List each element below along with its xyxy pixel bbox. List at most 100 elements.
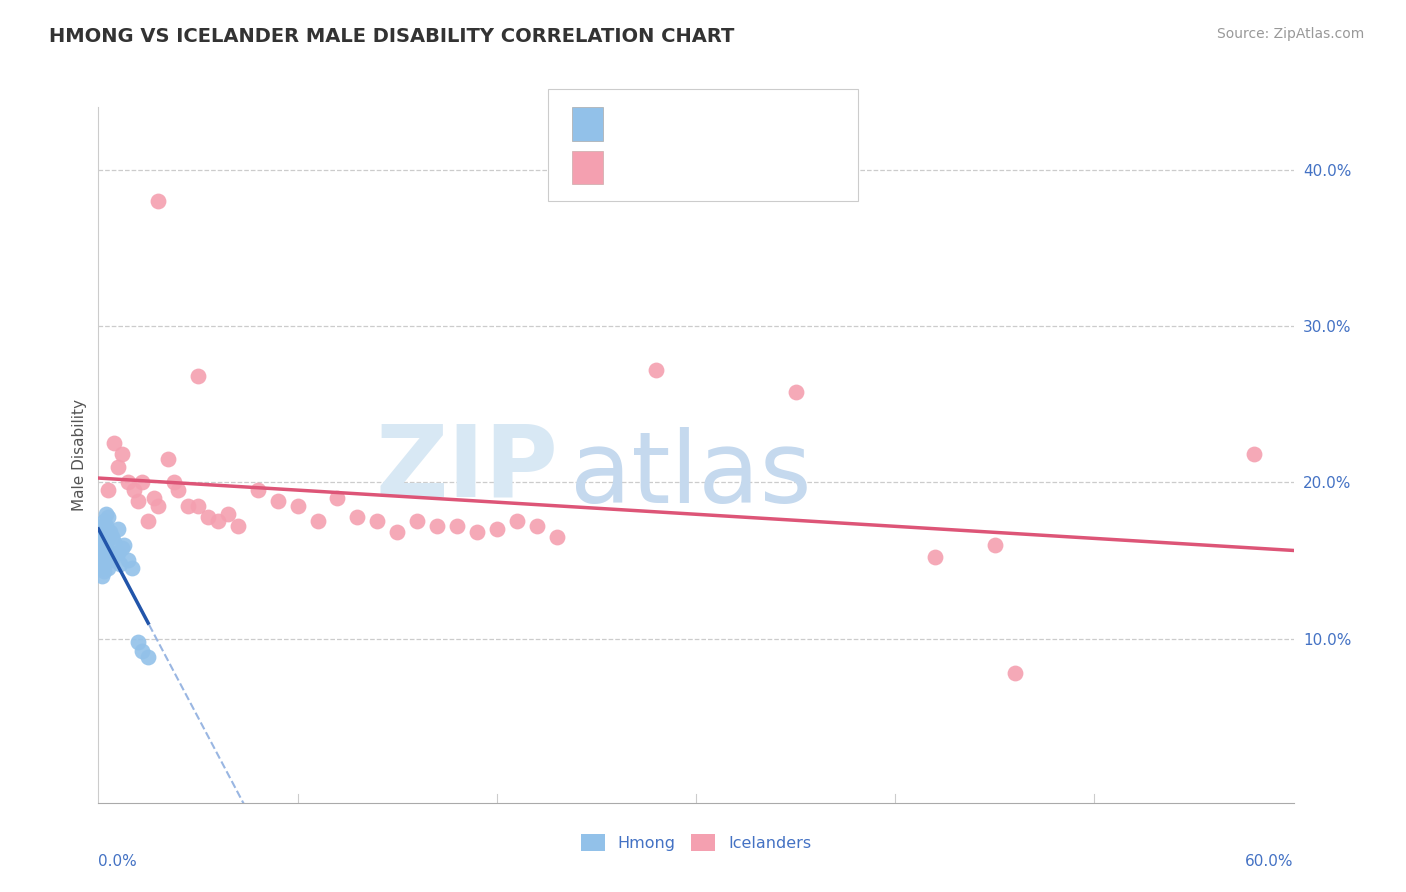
Point bbox=[148, 194, 170, 208]
Point bbox=[98, 525, 122, 540]
Point bbox=[148, 499, 170, 513]
Point bbox=[287, 499, 309, 513]
Point bbox=[385, 525, 409, 540]
Point bbox=[89, 522, 111, 536]
Point bbox=[93, 565, 115, 579]
Point bbox=[101, 553, 124, 567]
Point bbox=[103, 534, 125, 549]
Point bbox=[105, 546, 128, 560]
Point bbox=[96, 507, 118, 521]
Point bbox=[246, 483, 269, 497]
Point bbox=[121, 561, 143, 575]
Point bbox=[107, 459, 129, 474]
Point bbox=[93, 553, 115, 567]
Point bbox=[506, 514, 529, 528]
Point bbox=[107, 546, 129, 560]
Point bbox=[127, 494, 149, 508]
Point bbox=[406, 514, 429, 528]
Point bbox=[131, 644, 153, 658]
Point bbox=[1243, 447, 1265, 461]
Text: HMONG VS ICELANDER MALE DISABILITY CORRELATION CHART: HMONG VS ICELANDER MALE DISABILITY CORRE… bbox=[49, 27, 734, 45]
Point bbox=[97, 530, 120, 544]
Point bbox=[187, 499, 209, 513]
Text: ZIP: ZIP bbox=[375, 420, 558, 517]
Point bbox=[103, 436, 125, 450]
Point bbox=[91, 550, 114, 565]
Point bbox=[110, 557, 132, 571]
Point bbox=[107, 522, 129, 536]
Point bbox=[93, 530, 115, 544]
Text: -0.064: -0.064 bbox=[647, 117, 704, 132]
Text: atlas: atlas bbox=[571, 427, 813, 524]
Point bbox=[346, 509, 368, 524]
Point bbox=[97, 509, 120, 524]
Point bbox=[101, 530, 124, 544]
Point bbox=[89, 557, 111, 571]
Point bbox=[97, 483, 120, 497]
Point bbox=[167, 483, 190, 497]
Point bbox=[131, 475, 153, 490]
Point bbox=[124, 483, 146, 497]
Point bbox=[96, 553, 118, 567]
Text: 44: 44 bbox=[752, 160, 775, 175]
Point bbox=[177, 499, 200, 513]
Point bbox=[187, 368, 209, 383]
Text: 0.184: 0.184 bbox=[647, 160, 709, 175]
Text: R =: R = bbox=[614, 160, 650, 175]
Point bbox=[326, 491, 349, 505]
Point bbox=[136, 650, 159, 665]
Point bbox=[226, 519, 249, 533]
Point bbox=[89, 530, 111, 544]
Point bbox=[143, 491, 166, 505]
Point bbox=[127, 634, 149, 648]
Text: N =: N = bbox=[720, 160, 756, 175]
Point bbox=[91, 538, 114, 552]
Text: 0.0%: 0.0% bbox=[98, 855, 138, 870]
Point bbox=[91, 561, 114, 575]
Point bbox=[91, 525, 114, 540]
Text: 60.0%: 60.0% bbox=[1246, 855, 1294, 870]
Point bbox=[91, 569, 114, 583]
Point bbox=[526, 519, 548, 533]
Point bbox=[117, 475, 139, 490]
Point bbox=[197, 509, 219, 524]
Text: Source: ZipAtlas.com: Source: ZipAtlas.com bbox=[1216, 27, 1364, 41]
Point bbox=[111, 541, 134, 555]
Point bbox=[96, 519, 118, 533]
Point bbox=[366, 514, 388, 528]
Point bbox=[465, 525, 488, 540]
Point bbox=[485, 522, 508, 536]
Point bbox=[307, 514, 329, 528]
Point bbox=[136, 514, 159, 528]
Point bbox=[111, 447, 134, 461]
Point bbox=[785, 384, 807, 399]
Point bbox=[93, 514, 115, 528]
Point bbox=[645, 362, 668, 376]
Point bbox=[117, 553, 139, 567]
Text: R =: R = bbox=[614, 117, 650, 132]
Point bbox=[91, 519, 114, 533]
Point bbox=[207, 514, 229, 528]
Point bbox=[426, 519, 449, 533]
Point bbox=[112, 538, 135, 552]
Point bbox=[924, 550, 946, 565]
Point bbox=[97, 546, 120, 560]
Point bbox=[1004, 666, 1026, 681]
Point bbox=[89, 546, 111, 560]
Point bbox=[163, 475, 186, 490]
Text: N =: N = bbox=[720, 117, 756, 132]
Legend: Hmong, Icelanders: Hmong, Icelanders bbox=[574, 828, 818, 857]
Point bbox=[157, 451, 180, 466]
Point bbox=[96, 538, 118, 552]
Text: 40: 40 bbox=[752, 117, 775, 132]
Point bbox=[546, 530, 568, 544]
Point bbox=[93, 541, 115, 555]
Point bbox=[446, 519, 468, 533]
Point bbox=[984, 538, 1007, 552]
Point bbox=[217, 507, 239, 521]
Point bbox=[93, 522, 115, 536]
Y-axis label: Male Disability: Male Disability bbox=[72, 399, 87, 511]
Point bbox=[267, 494, 290, 508]
Point bbox=[97, 561, 120, 575]
Point bbox=[98, 546, 122, 560]
